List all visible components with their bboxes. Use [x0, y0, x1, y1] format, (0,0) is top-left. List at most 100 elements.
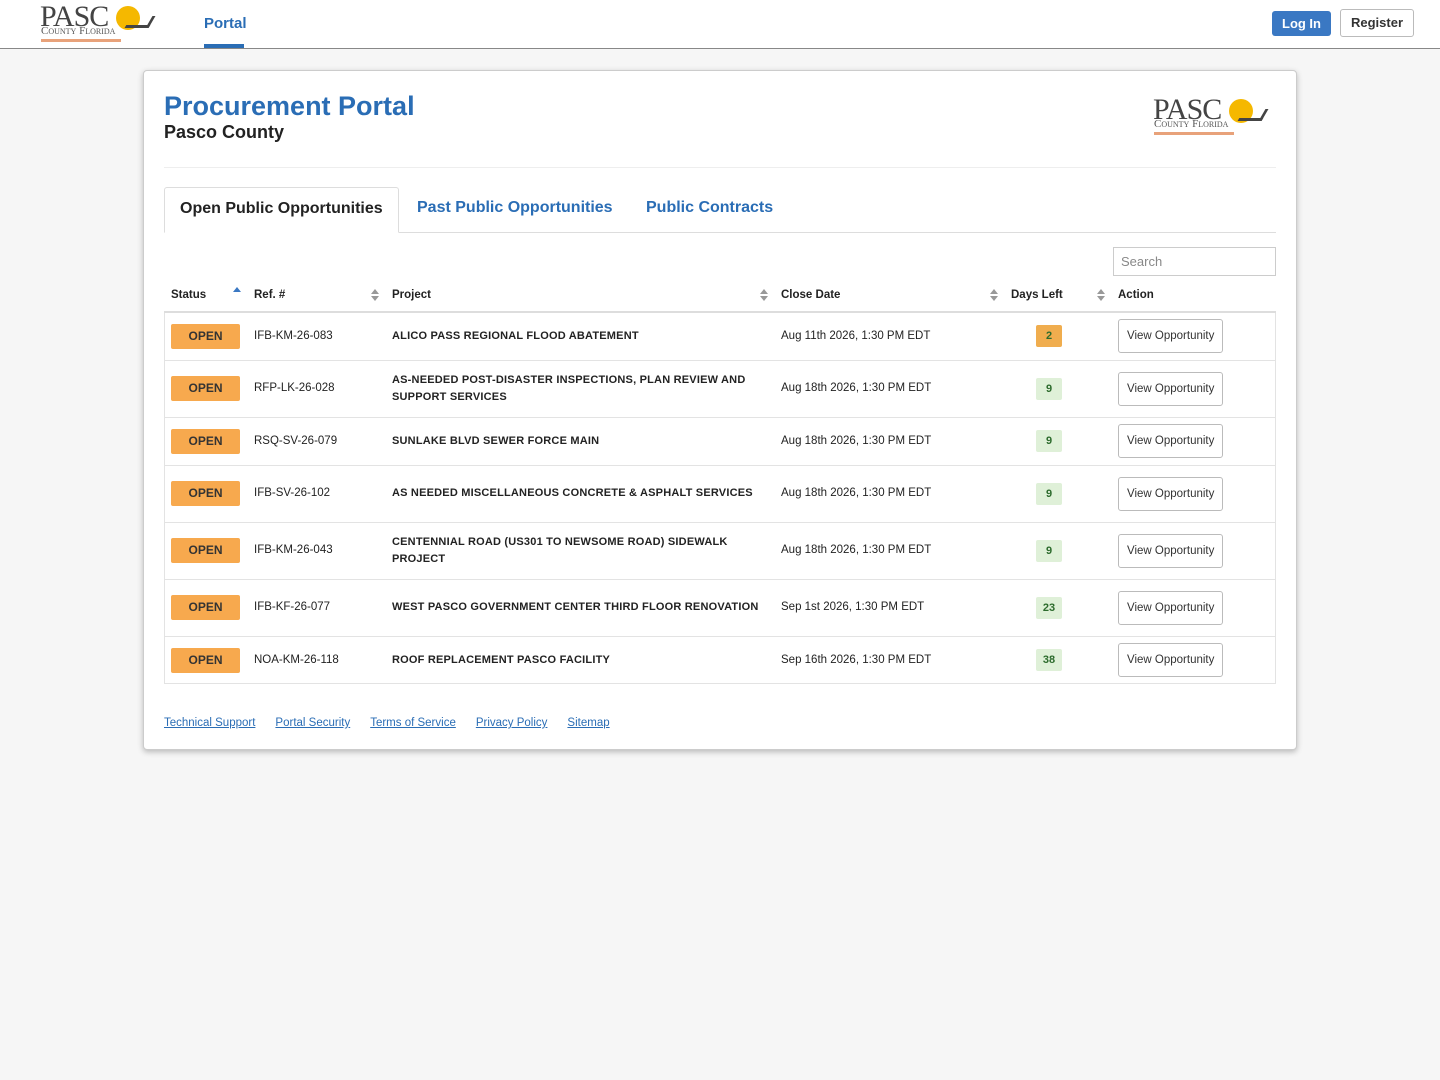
- footer-link[interactable]: Sitemap: [567, 717, 610, 729]
- table-row: OPEN IFB-SV-26-102 AS NEEDED MISCELLANEOUS…: [164, 464, 1276, 522]
- column-label: Project: [392, 289, 431, 301]
- cell: OPEN: [164, 578, 247, 636]
- close-date-cell: Aug 18th 2026, 1:30 PM EDT: [774, 359, 1004, 417]
- logo-bird: [124, 16, 156, 28]
- view-button[interactable]: View Opportunity: [1118, 371, 1224, 406]
- column-header[interactable]: Project: [385, 279, 774, 313]
- days-left-badge: 23: [1036, 596, 1062, 619]
- cell: 2: [1004, 312, 1111, 360]
- cell: OPEN: [164, 635, 247, 684]
- ref-cell: IFB-KF-26-077: [247, 578, 385, 636]
- column-label: Close Date: [781, 289, 841, 301]
- cell: OPEN: [164, 416, 247, 465]
- search-input[interactable]: Search: [1113, 247, 1276, 276]
- cell: View Opportunity: [1111, 464, 1276, 522]
- cell: 9: [1004, 464, 1111, 522]
- logo-sun: [1229, 99, 1253, 123]
- column-header[interactable]: Days Left: [1004, 279, 1111, 313]
- status-badge: OPEN: [171, 595, 240, 620]
- status-badge: OPEN: [171, 538, 240, 563]
- column-header: Action: [1111, 279, 1276, 313]
- footer-link[interactable]: Portal Security: [275, 717, 351, 729]
- column-label: Ref. #: [254, 289, 286, 301]
- view-button[interactable]: View Opportunity: [1118, 643, 1224, 678]
- cell: 9: [1004, 359, 1111, 417]
- close-date-cell: Aug 11th 2026, 1:30 PM EDT: [781, 329, 931, 342]
- sort-icon: [1097, 289, 1105, 301]
- project-cell: ALICO PASS REGIONAL FLOOD ABATEMENT: [392, 329, 639, 342]
- cell: OPEN: [164, 521, 247, 579]
- days-left-badge: 38: [1036, 649, 1062, 672]
- logo-sub: County Florida: [1154, 118, 1229, 130]
- table-body: OPEN IFB-KM-26-083 ALICO PASS REGIONAL FLO…: [164, 312, 1276, 684]
- close-date-cell: Sep 1st 2026, 1:30 PM EDT: [774, 578, 1004, 636]
- project-cell: SUNLAKE BLVD SEWER FORCE MAIN: [385, 416, 774, 465]
- tabs: Open Public Opportunities Past Public Op…: [164, 187, 1276, 233]
- column-header[interactable]: Ref. #: [247, 279, 385, 313]
- view-button[interactable]: View Opportunity: [1118, 590, 1224, 625]
- cell: OPEN: [164, 312, 247, 360]
- sort-icon: [760, 289, 768, 301]
- project-cell: AS NEEDED MISCELLANEOUS CONCRETE & ASPHA…: [385, 464, 774, 522]
- ref-cell: IFB-KM-26-043: [247, 521, 385, 579]
- logo: PASC County Florida: [1153, 93, 1273, 139]
- cell: View Opportunity: [1111, 578, 1276, 636]
- cell: 9: [1004, 416, 1111, 465]
- column-label: Action: [1118, 289, 1154, 301]
- footer-link[interactable]: Technical Support: [164, 717, 256, 729]
- status-badge: OPEN: [171, 376, 240, 401]
- nav-underline: [204, 44, 244, 48]
- column-header[interactable]: Close Date: [774, 279, 1004, 313]
- ref-cell: IFB-KM-26-083: [254, 329, 333, 342]
- ref-cell: NOA-KM-26-118: [247, 635, 385, 684]
- top-bar: PASC County Florida Portal Log In Regist…: [0, 0, 1440, 49]
- project-cell: CENTENNIAL ROAD (US301 TO NEWSOME ROAD) …: [385, 521, 774, 579]
- close-date-cell: Aug 18th 2026, 1:30 PM EDT: [774, 416, 1004, 465]
- table-row: OPEN RSQ-SV-26-079 SUNLAKE BLVD SEWER FORC…: [164, 416, 1276, 465]
- footer-link[interactable]: Terms of Service: [370, 717, 456, 729]
- sort-icon: [990, 289, 998, 301]
- footer: Technical Support Portal Security Terms of…: [164, 717, 630, 729]
- sort-icon: [233, 287, 241, 301]
- page-title: Procurement Portal: [164, 91, 415, 121]
- table-row: OPEN IFB-KM-26-083 ALICO PASS REGIONAL FLO…: [164, 312, 1276, 360]
- table-row: OPEN IFB-KM-26-043 CENTENNIAL ROAD (US301 …: [164, 521, 1276, 579]
- days-left-badge: 2: [1036, 325, 1062, 348]
- sort-icon: [371, 289, 379, 301]
- login-button[interactable]: Log In: [1272, 11, 1331, 36]
- column-label: Status: [171, 289, 207, 301]
- column-header[interactable]: Status: [164, 279, 247, 313]
- status-badge: OPEN: [171, 647, 240, 673]
- view-button[interactable]: View Opportunity: [1118, 424, 1224, 458]
- register-button[interactable]: Register: [1340, 9, 1414, 37]
- days-left-badge: 9: [1036, 377, 1062, 400]
- status-badge: OPEN: [171, 428, 240, 454]
- tab[interactable]: Public Contracts: [646, 199, 774, 216]
- logo-tagline: [1154, 132, 1234, 135]
- tab[interactable]: Past Public Opportunities: [417, 199, 613, 216]
- logo[interactable]: PASC County Florida: [40, 0, 160, 46]
- status-badge: OPEN: [171, 481, 240, 506]
- tab[interactable]: Open Public Opportunities: [164, 187, 399, 233]
- page-subtitle: Pasco County: [164, 122, 285, 142]
- divider: [164, 167, 1276, 168]
- cell: 23: [1004, 578, 1111, 636]
- cell: View Opportunity: [1111, 635, 1276, 684]
- view-button[interactable]: View Opportunity: [1118, 319, 1224, 354]
- card: Procurement Portal Pasco County PASC Cou…: [143, 70, 1297, 750]
- cell: View Opportunity: [1111, 521, 1276, 579]
- cell: 9: [1004, 521, 1111, 579]
- project-cell: WEST PASCO GOVERNMENT CENTER THIRD FLOOR…: [385, 578, 774, 636]
- cell: OPEN: [164, 464, 247, 522]
- cell: 38: [1004, 635, 1111, 684]
- footer-link[interactable]: Privacy Policy: [475, 717, 548, 729]
- nav-portal[interactable]: Portal: [204, 15, 247, 32]
- close-date-cell: Sep 16th 2026, 1:30 PM EDT: [774, 635, 1004, 684]
- view-button[interactable]: View Opportunity: [1118, 533, 1224, 568]
- view-button[interactable]: View Opportunity: [1118, 476, 1224, 511]
- table: Status Ref. # Project Close Date Days Left Ac…: [164, 279, 1276, 684]
- cell: View Opportunity: [1111, 416, 1276, 465]
- table-row: OPEN NOA-KM-26-118 ROOF REPLACEMENT PASCO …: [164, 635, 1276, 684]
